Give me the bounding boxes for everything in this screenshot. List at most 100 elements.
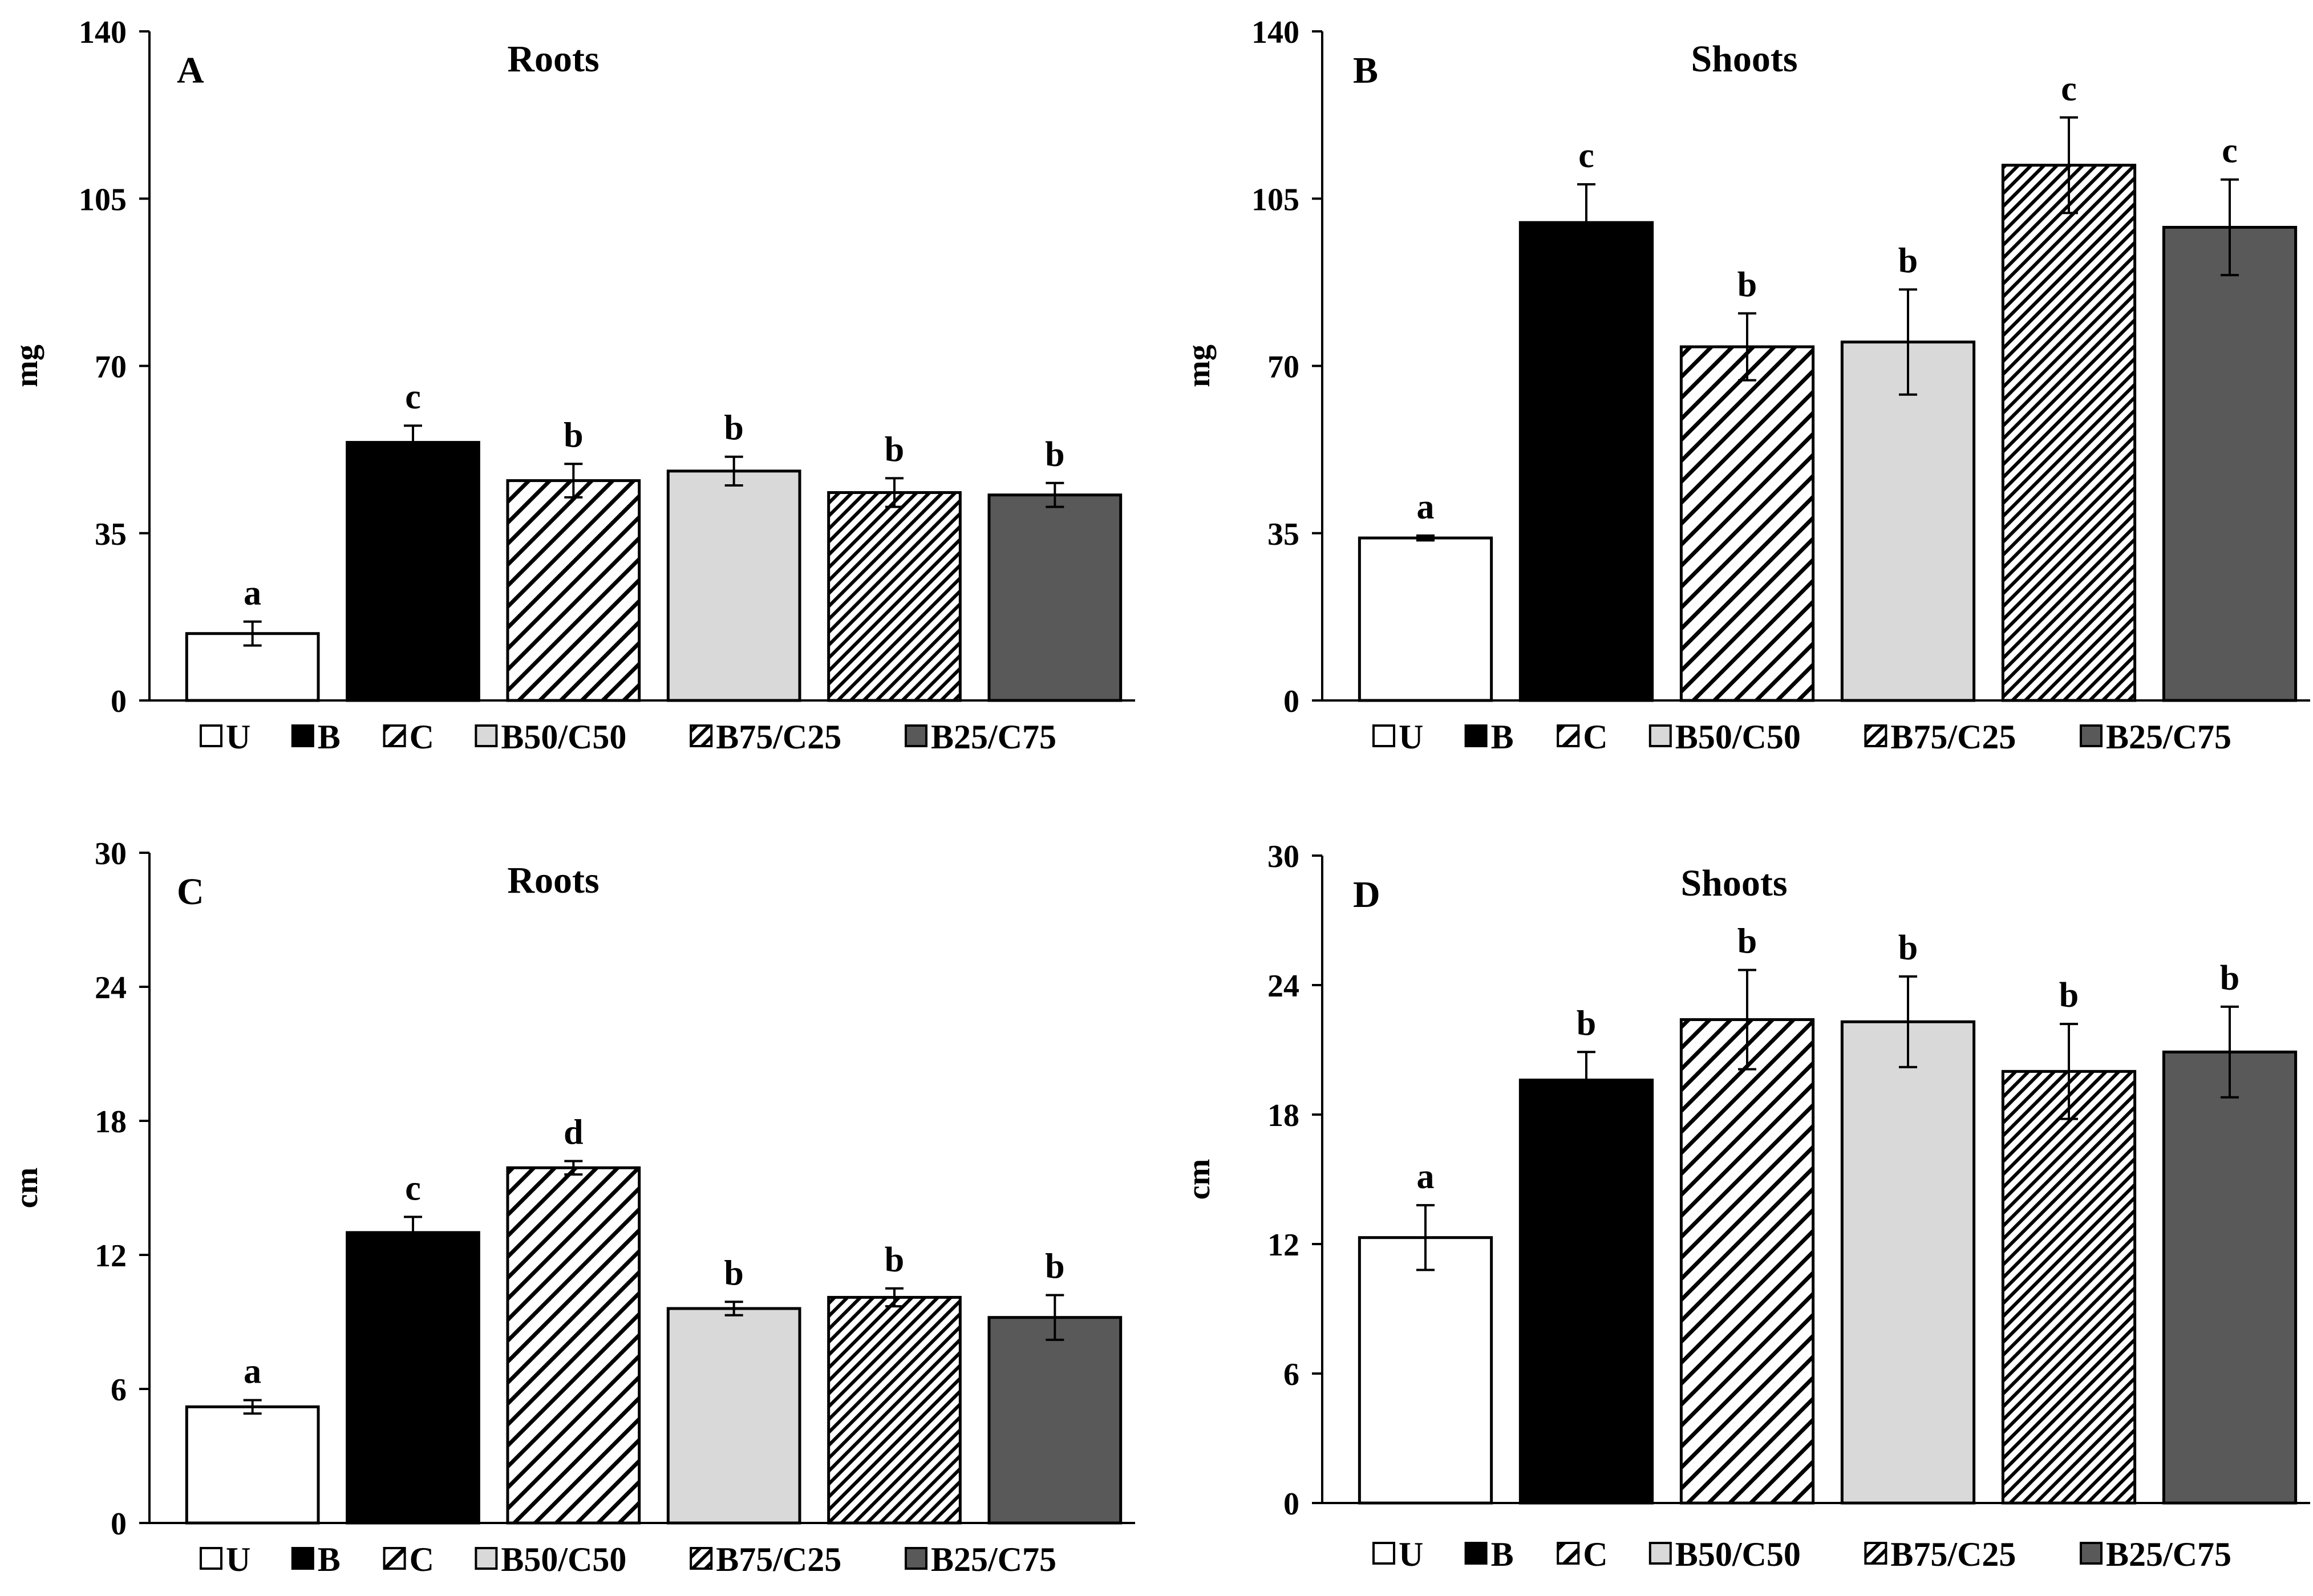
bar-B25/C75: [987, 1316, 1123, 1525]
legend-swatch: [200, 724, 222, 747]
significance-label: b: [1045, 1247, 1064, 1286]
significance-label: b: [1898, 241, 1918, 280]
legend-swatch: [475, 724, 498, 747]
panel-A: 0 35 70 105 140 mg Roots Aa c b b b b U B C B50/C50 B75/C…: [9, 15, 1135, 756]
panel-title: Shoots: [1691, 38, 1797, 80]
y-tick-label: 70: [95, 350, 127, 385]
y-tick-label: 30: [1267, 839, 1299, 874]
legend-item-U: U: [200, 1541, 250, 1578]
significance-label: c: [1578, 136, 1594, 175]
legend-swatch: [905, 724, 927, 747]
significance-label: c: [2222, 132, 2238, 171]
panel-B: 0 35 70 105 140 mg Shoots Ba c b b c c U B C B50/C50 B75/…: [1181, 15, 2310, 756]
bar-B50/C50: [1840, 341, 1976, 702]
significance-label: b: [724, 409, 743, 448]
error-bar: [404, 1216, 422, 1250]
error-bar: [564, 1160, 583, 1176]
panel-title: Shoots: [1680, 862, 1787, 904]
y-tick-label: 0: [1283, 684, 1299, 719]
error-bar: [2060, 116, 2078, 214]
significance-label: b: [885, 1241, 904, 1279]
error-bar: [1738, 969, 1756, 1071]
legend-item-B: B: [291, 718, 341, 756]
significance-label: b: [564, 416, 583, 455]
error-bar: [2221, 1005, 2239, 1099]
legend-swatch: [383, 1547, 406, 1570]
bar-B50/C50: [666, 469, 801, 702]
panel-letter: B: [1353, 50, 1378, 91]
significance-label: b: [2059, 976, 2079, 1015]
legend: U B C B50/C50 B75/C25 B25/C75: [1372, 1536, 2231, 1573]
error-bar: [1416, 534, 1435, 542]
y-tick-label: 105: [79, 182, 127, 217]
bar-B25/C75: [2162, 226, 2298, 702]
error-bar: [1577, 183, 1595, 262]
legend-item-U: U: [200, 718, 250, 756]
panel-letter: D: [1353, 874, 1380, 916]
legend-swatch: [690, 1547, 713, 1570]
legend-swatch: [1648, 1542, 1672, 1565]
error-bar: [885, 477, 904, 508]
panel-C: 0 6 12 18 24 30 cm Roots Ca c d b b b U B C B50/C50 B75/C2…: [9, 836, 1135, 1578]
panel-letter: C: [177, 871, 204, 913]
legend-label: B50/C50: [1675, 1536, 1801, 1573]
error-bar: [1738, 312, 1756, 382]
legend-label: C: [410, 1541, 434, 1578]
legend: U B C B50/C50 B75/C25 B25/C75: [200, 718, 1056, 756]
legend-item-B50/C50: B50/C50: [475, 1541, 626, 1578]
error-bar: [1577, 1051, 1595, 1109]
y-tick-label: 140: [79, 15, 127, 50]
error-bar: [1899, 975, 1917, 1068]
bar-B: [1518, 221, 1654, 702]
bar-C: [506, 1166, 641, 1525]
legend-swatch: [1648, 724, 1672, 747]
legend-label: B25/C75: [2106, 718, 2231, 756]
legend-swatch: [1864, 724, 1887, 747]
legend-label: B: [318, 1541, 341, 1578]
y-tick-label: 35: [95, 517, 127, 552]
error-bar: [885, 1287, 904, 1308]
legend-item-B: B: [1464, 718, 1514, 756]
legend-swatch: [1372, 724, 1395, 747]
y-axis-title: mg: [9, 345, 44, 387]
legend-item-B50/C50: B50/C50: [1648, 1536, 1801, 1573]
legend-item-C: C: [1557, 1536, 1608, 1573]
y-tick-label: 6: [1283, 1357, 1299, 1392]
bar-B25/C75: [987, 493, 1123, 702]
bar-B75/C25: [2001, 164, 2137, 702]
legend-swatch: [1372, 1542, 1395, 1565]
legend-item-B: B: [1464, 1536, 1514, 1573]
bar-B: [346, 1231, 480, 1525]
significance-label: b: [2220, 959, 2239, 998]
significance-label: a: [1417, 1157, 1435, 1196]
y-tick-label: 18: [1267, 1098, 1299, 1133]
legend-item-B75/C25: B75/C25: [690, 1541, 841, 1578]
legend-label: B: [1491, 718, 1514, 756]
significance-label: b: [1737, 265, 1757, 304]
legend-item-B75/C25: B75/C25: [1864, 1536, 2016, 1573]
bar-B: [1518, 1078, 1654, 1505]
legend-swatch: [690, 724, 713, 747]
legend-item-B50/C50: B50/C50: [1648, 718, 1801, 756]
error-bar: [1046, 1294, 1064, 1341]
legend-item-U: U: [1372, 718, 1423, 756]
y-tick-label: 35: [1267, 517, 1299, 552]
significance-label: b: [1737, 922, 1757, 961]
y-tick-label: 70: [1267, 350, 1299, 385]
error-bar: [404, 424, 422, 460]
significance-label: b: [1898, 929, 1918, 967]
legend-swatch: [475, 1547, 498, 1570]
y-axis-title: cm: [9, 1168, 44, 1209]
significance-label: c: [405, 378, 421, 416]
y-tick-label: 30: [95, 836, 127, 872]
panel-title: Roots: [507, 860, 599, 901]
error-bar: [564, 463, 583, 499]
legend-item-B75/C25: B75/C25: [1864, 718, 2016, 756]
significance-label: a: [1417, 488, 1435, 526]
significance-label: b: [1577, 1004, 1596, 1043]
bar-U: [1358, 536, 1493, 702]
legend-label: B50/C50: [501, 718, 626, 756]
panel-title: Roots: [507, 38, 599, 80]
legend-item-B50/C50: B50/C50: [475, 718, 626, 756]
